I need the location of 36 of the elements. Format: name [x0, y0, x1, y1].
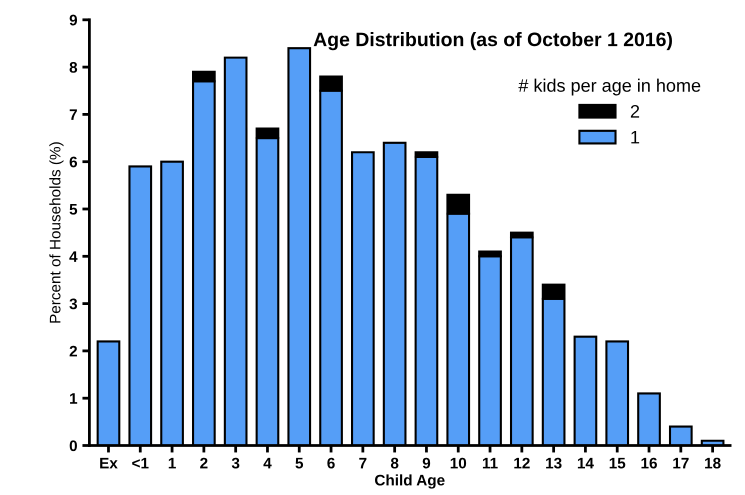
- x-tick-label: 15: [610, 458, 626, 469]
- x-tick-label: 17: [673, 458, 689, 468]
- x-tick-label: 1: [168, 458, 176, 468]
- y-tick-label: 0: [70, 440, 77, 452]
- x-tick-label: 3: [232, 458, 240, 469]
- x-tick-label: <1: [132, 458, 149, 468]
- x-tick-label: 18: [705, 458, 721, 469]
- y-tick-label: 3: [69, 298, 78, 310]
- x-tick-label: 12: [514, 458, 530, 468]
- x-tick-label: 11: [482, 458, 498, 468]
- legend-title: # kids per age in home: [518, 78, 700, 96]
- legend-label: 1: [631, 131, 640, 144]
- x-tick-label: 16: [641, 458, 657, 469]
- x-tick-label: Ex: [100, 458, 118, 468]
- y-tick-label: 5: [70, 204, 78, 215]
- x-tick-label: 5: [295, 458, 304, 469]
- x-tick-label: 4: [263, 458, 272, 468]
- x-tick-label: 8: [390, 458, 398, 469]
- x-tick-label: 14: [578, 458, 594, 468]
- x-tick-label: 2: [200, 458, 208, 468]
- x-tick-label: 7: [359, 458, 366, 468]
- text: Age Distribution (as of October 1 2016): [314, 32, 672, 50]
- y-tick-label: 1: [70, 393, 78, 404]
- y-tick-label: 2: [70, 346, 77, 356]
- x-tick-label: 9: [422, 458, 430, 469]
- legend-label: 2: [630, 104, 640, 118]
- x-axis-title: Child Age: [375, 474, 445, 489]
- y-tick-label: 9: [70, 14, 78, 26]
- x-tick-label: 6: [327, 458, 335, 469]
- x-tick-label: 10: [450, 458, 466, 469]
- y-tick-label: 4: [69, 251, 78, 262]
- y-axis-title: Percent of Households (%): [49, 142, 64, 323]
- y-tick-label: 8: [70, 62, 78, 73]
- y-tick-label: 7: [70, 109, 77, 120]
- y-tick-label: 6: [70, 156, 78, 168]
- x-tick-label: 13: [546, 458, 562, 469]
